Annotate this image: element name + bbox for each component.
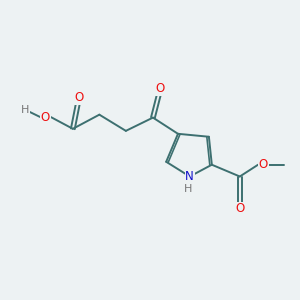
Text: O: O [41, 110, 50, 124]
Text: O: O [155, 82, 165, 95]
Text: N: N [185, 170, 194, 183]
Text: O: O [235, 202, 244, 215]
Text: O: O [74, 91, 84, 104]
Text: H: H [21, 105, 29, 115]
Text: H: H [184, 184, 193, 194]
Text: O: O [259, 158, 268, 171]
